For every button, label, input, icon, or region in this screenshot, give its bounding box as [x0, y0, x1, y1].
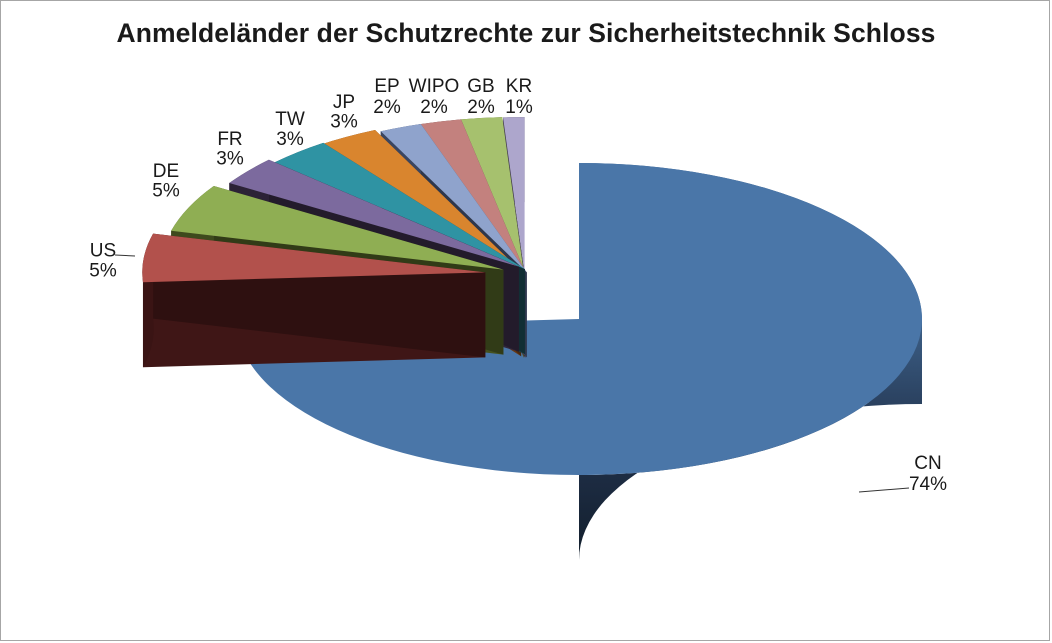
svg-text:WIPO: WIPO [409, 76, 460, 97]
svg-text:5%: 5% [89, 261, 117, 282]
svg-text:KR: KR [506, 76, 532, 97]
svg-text:1%: 1% [505, 97, 533, 118]
svg-text:74%: 74% [909, 474, 947, 495]
svg-text:DE: DE [153, 161, 179, 182]
svg-text:FR: FR [217, 129, 242, 150]
svg-text:3%: 3% [276, 129, 304, 150]
svg-text:2%: 2% [420, 97, 448, 118]
svg-text:3%: 3% [330, 112, 358, 133]
svg-text:CN: CN [914, 453, 941, 474]
svg-text:EP: EP [374, 76, 399, 97]
svg-text:US: US [90, 241, 116, 262]
svg-text:3%: 3% [216, 149, 244, 170]
svg-text:5%: 5% [152, 181, 180, 202]
svg-text:2%: 2% [467, 97, 495, 118]
svg-text:TW: TW [275, 109, 305, 130]
svg-text:GB: GB [467, 76, 494, 97]
svg-text:2%: 2% [373, 97, 401, 118]
svg-text:JP: JP [333, 92, 355, 113]
